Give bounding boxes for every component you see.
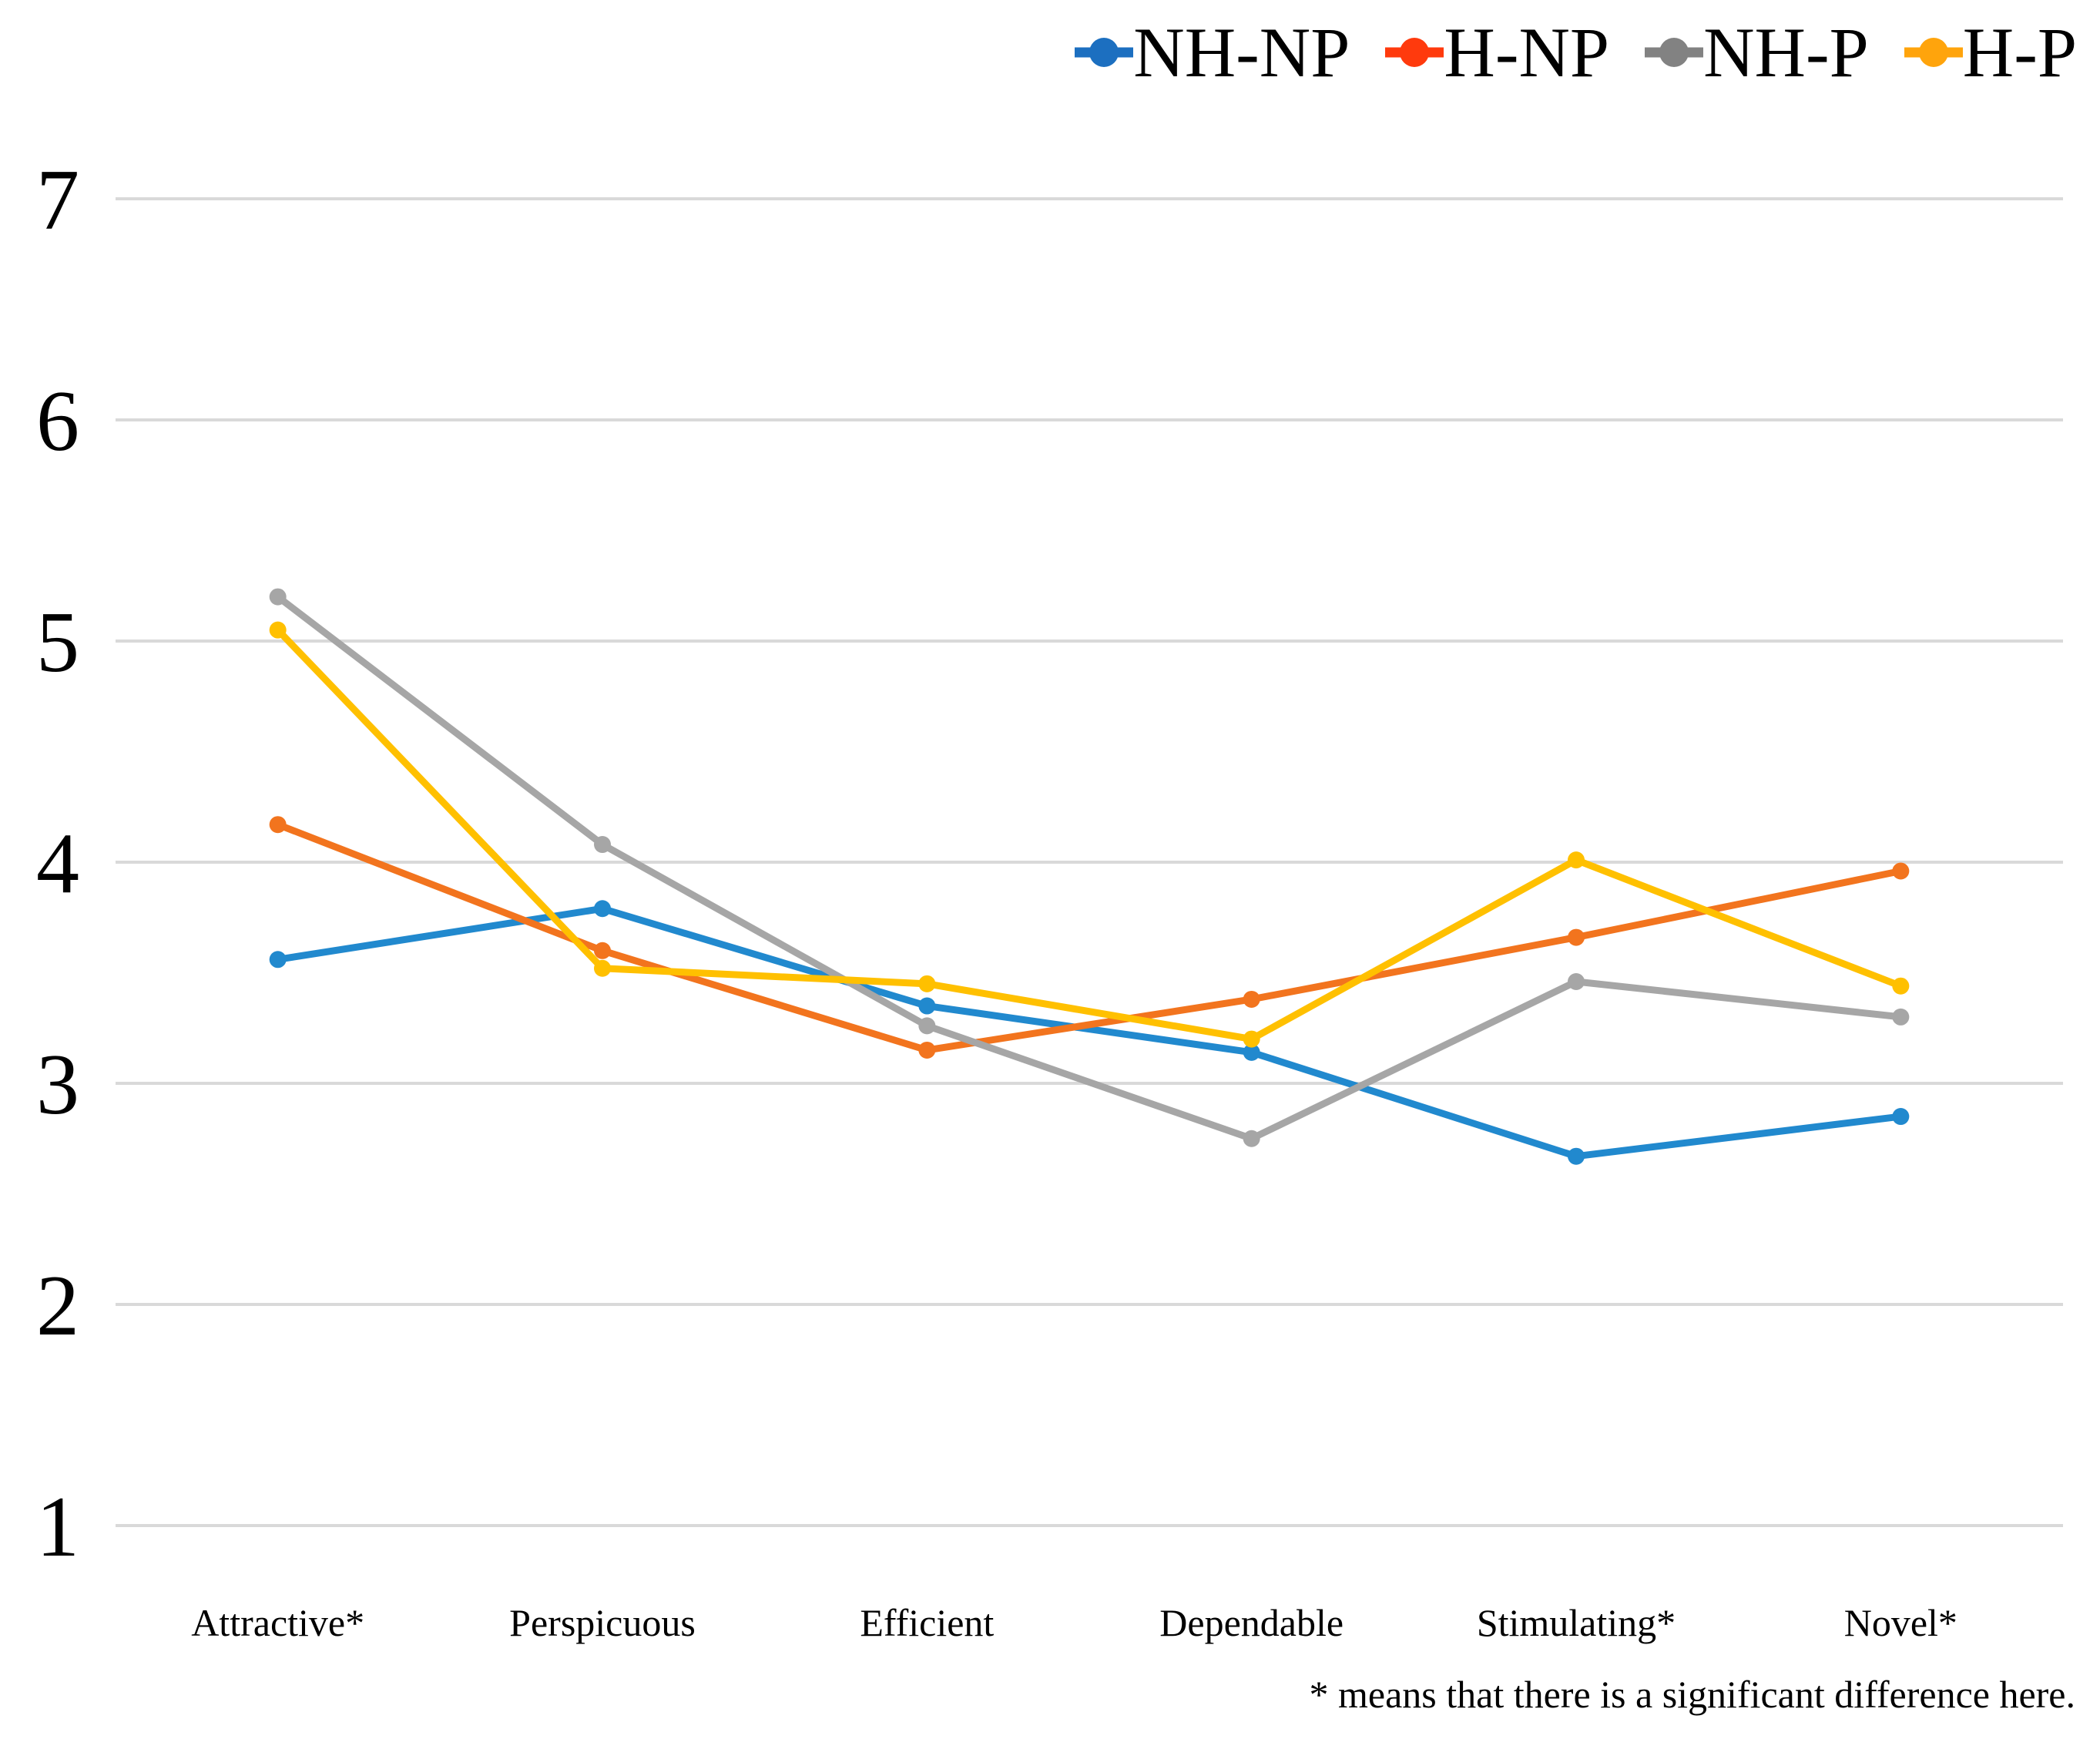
legend-label: NH-NP: [1133, 13, 1350, 92]
legend-item-nh-np: NH-NP: [1075, 17, 1350, 88]
legend-marker-icon: [1075, 38, 1134, 67]
footnote: * means that there is a significant diff…: [1309, 1673, 2075, 1716]
data-point-nh-np-0: [269, 951, 287, 969]
data-point-h-np-3: [1243, 990, 1260, 1008]
data-point-nh-p-4: [1568, 972, 1585, 990]
y-axis-tick-label-4: 4: [36, 816, 79, 911]
data-point-nh-p-0: [269, 588, 287, 606]
data-point-h-np-2: [918, 1041, 936, 1059]
legend: NH-NP H-NP NH-P H-P: [1075, 17, 2077, 88]
y-axis-tick-label-5: 5: [36, 595, 79, 690]
legend-label: H-P: [1962, 13, 2077, 92]
x-axis-category-label: Attractive*: [191, 1601, 364, 1644]
data-point-nh-np-5: [1892, 1108, 1910, 1126]
data-point-h-np-4: [1568, 928, 1585, 946]
legend-item-h-np: H-NP: [1385, 17, 1609, 88]
data-point-nh-np-3: [1243, 1043, 1260, 1061]
data-point-h-p-5: [1892, 977, 1910, 995]
x-axis-category-label: Novel*: [1844, 1601, 1957, 1644]
legend-marker-icon: [1385, 38, 1444, 67]
y-axis-tick-label-3: 3: [36, 1037, 79, 1133]
series-line-h-np: [274, 821, 1904, 1054]
data-point-h-p-1: [594, 959, 611, 977]
data-point-h-np-5: [1892, 862, 1910, 880]
x-axis-category-label: Perspicuous: [509, 1601, 696, 1644]
data-point-h-p-2: [918, 975, 936, 992]
y-axis-tick-label-7: 7: [36, 153, 79, 248]
y-axis-tick-label-1: 1: [36, 1479, 79, 1575]
series-line-h-p: [274, 626, 1904, 1043]
legend-item-nh-p: NH-P: [1645, 17, 1869, 88]
x-axis-category-label: Stimulating*: [1477, 1601, 1676, 1644]
legend-item-h-p: H-P: [1904, 17, 2077, 88]
data-point-nh-p-1: [594, 836, 611, 854]
legend-label: H-NP: [1444, 13, 1610, 92]
data-point-h-np-0: [269, 816, 287, 834]
data-point-nh-np-1: [594, 900, 611, 918]
legend-marker-icon: [1645, 38, 1704, 67]
data-point-nh-np-4: [1568, 1147, 1585, 1165]
x-axis-category-label: Dependable: [1159, 1601, 1344, 1644]
legend-label: NH-P: [1703, 13, 1869, 92]
y-axis-tick-label-2: 2: [36, 1258, 79, 1354]
data-point-nh-p-2: [918, 1017, 936, 1035]
data-point-nh-p-5: [1892, 1008, 1910, 1026]
x-axis-category-label: Efficient: [860, 1601, 994, 1644]
legend-marker-icon: [1904, 38, 1963, 67]
data-point-h-np-1: [594, 942, 611, 959]
data-point-h-p-3: [1243, 1030, 1260, 1048]
data-point-nh-p-3: [1243, 1130, 1260, 1147]
data-point-h-p-4: [1568, 851, 1585, 869]
series-line-nh-np: [274, 905, 1904, 1160]
data-point-nh-np-2: [918, 997, 936, 1015]
data-point-h-p-0: [269, 621, 287, 639]
y-axis-tick-label-6: 6: [36, 374, 79, 469]
series-line-nh-p: [274, 593, 1904, 1143]
